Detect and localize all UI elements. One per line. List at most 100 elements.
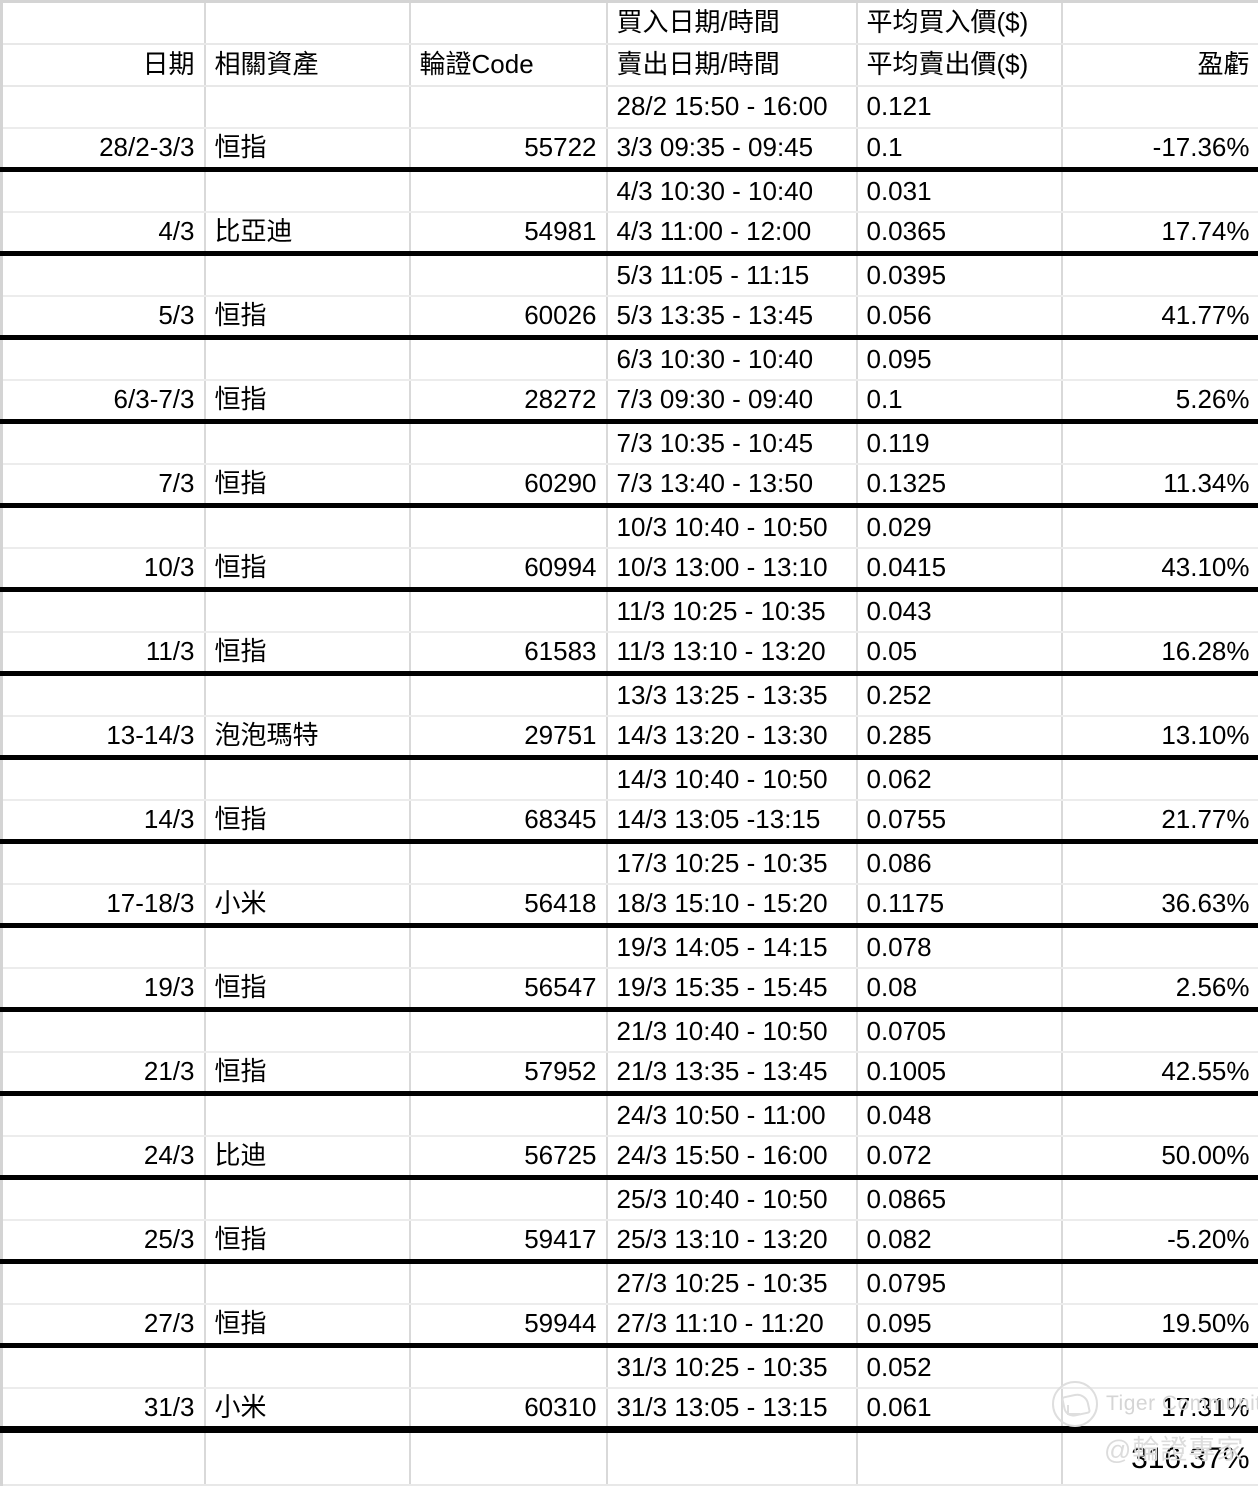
cell-sell-price: 0.061 (857, 1388, 1062, 1430)
cell-buy-price: 0.095 (857, 338, 1062, 380)
cell-asset-blank (205, 1094, 410, 1136)
cell-code: 59417 (410, 1220, 607, 1262)
cell-buy-datetime: 27/3 10:25 - 10:35 (607, 1262, 857, 1304)
cell-date-blank (2, 1094, 205, 1136)
cell-profit-loss: 11.34% (1062, 464, 1258, 506)
cell-date-blank (2, 1262, 205, 1304)
cell-asset: 恒指 (205, 968, 410, 1010)
cell-code-blank (410, 1094, 607, 1136)
cell-sell-datetime: 4/3 11:00 - 12:00 (607, 212, 857, 254)
cell-sell-datetime: 11/3 13:10 - 13:20 (607, 632, 857, 674)
cell-sell-price: 0.072 (857, 1136, 1062, 1178)
header-date-blank (2, 2, 205, 44)
cell-code: 68345 (410, 800, 607, 842)
cell-asset: 恒指 (205, 128, 410, 170)
cell-code: 60310 (410, 1388, 607, 1430)
cell-profit-loss: 41.77% (1062, 296, 1258, 338)
cell-date: 24/3 (2, 1136, 205, 1178)
cell-asset: 恒指 (205, 548, 410, 590)
total-date (2, 1430, 205, 1485)
cell-sell-datetime: 14/3 13:05 -13:15 (607, 800, 857, 842)
cell-code: 60026 (410, 296, 607, 338)
cell-pl-blank (1062, 1262, 1258, 1304)
cell-asset: 恒指 (205, 1052, 410, 1094)
cell-date-blank (2, 1010, 205, 1052)
cell-sell-price: 0.1325 (857, 464, 1062, 506)
cell-sell-price: 0.1 (857, 380, 1062, 422)
cell-date: 14/3 (2, 800, 205, 842)
cell-code: 59944 (410, 1304, 607, 1346)
cell-date: 13-14/3 (2, 716, 205, 758)
cell-sell-datetime: 10/3 13:00 - 13:10 (607, 548, 857, 590)
cell-code: 60290 (410, 464, 607, 506)
cell-date-blank (2, 338, 205, 380)
cell-buy-datetime: 28/2 15:50 - 16:00 (607, 86, 857, 128)
cell-profit-loss: -5.20% (1062, 1220, 1258, 1262)
cell-profit-loss: 43.10% (1062, 548, 1258, 590)
cell-code-blank (410, 842, 607, 884)
cell-buy-price: 0.031 (857, 170, 1062, 212)
header-code: 輪證Code (410, 44, 607, 86)
cell-pl-blank (1062, 590, 1258, 632)
total-datetime (607, 1430, 857, 1485)
cell-date-blank (2, 254, 205, 296)
cell-pl-blank (1062, 1094, 1258, 1136)
header-profit-loss: 盈虧 (1062, 44, 1258, 86)
cell-sell-price: 0.1005 (857, 1052, 1062, 1094)
cell-pl-blank (1062, 254, 1258, 296)
cell-code-blank (410, 506, 607, 548)
cell-buy-datetime: 24/3 10:50 - 11:00 (607, 1094, 857, 1136)
cell-date: 25/3 (2, 1220, 205, 1262)
cell-asset-blank (205, 1010, 410, 1052)
total-code (410, 1430, 607, 1485)
cell-buy-price: 0.078 (857, 926, 1062, 968)
cell-buy-datetime: 5/3 11:05 - 11:15 (607, 254, 857, 296)
cell-buy-price: 0.0865 (857, 1178, 1062, 1220)
cell-code-blank (410, 674, 607, 716)
cell-asset-blank (205, 338, 410, 380)
cell-code-blank (410, 170, 607, 212)
cell-code-blank (410, 590, 607, 632)
cell-pl-blank (1062, 842, 1258, 884)
cell-code: 56725 (410, 1136, 607, 1178)
cell-profit-loss: 50.00% (1062, 1136, 1258, 1178)
header-buy-datetime: 買入日期/時間 (607, 2, 857, 44)
cell-sell-price: 0.08 (857, 968, 1062, 1010)
cell-code-blank (410, 86, 607, 128)
cell-profit-loss: 42.55% (1062, 1052, 1258, 1094)
cell-sell-datetime: 31/3 13:05 - 13:15 (607, 1388, 857, 1430)
cell-buy-price: 0.043 (857, 590, 1062, 632)
cell-buy-price: 0.029 (857, 506, 1062, 548)
cell-pl-blank (1062, 338, 1258, 380)
cell-sell-price: 0.1 (857, 128, 1062, 170)
cell-asset: 恒指 (205, 464, 410, 506)
cell-buy-price: 0.0705 (857, 1010, 1062, 1052)
cell-date: 17-18/3 (2, 884, 205, 926)
cell-buy-datetime: 6/3 10:30 - 10:40 (607, 338, 857, 380)
cell-profit-loss: 2.56% (1062, 968, 1258, 1010)
cell-code: 29751 (410, 716, 607, 758)
cell-buy-datetime: 10/3 10:40 - 10:50 (607, 506, 857, 548)
cell-code: 54981 (410, 212, 607, 254)
header-asset-blank (205, 2, 410, 44)
